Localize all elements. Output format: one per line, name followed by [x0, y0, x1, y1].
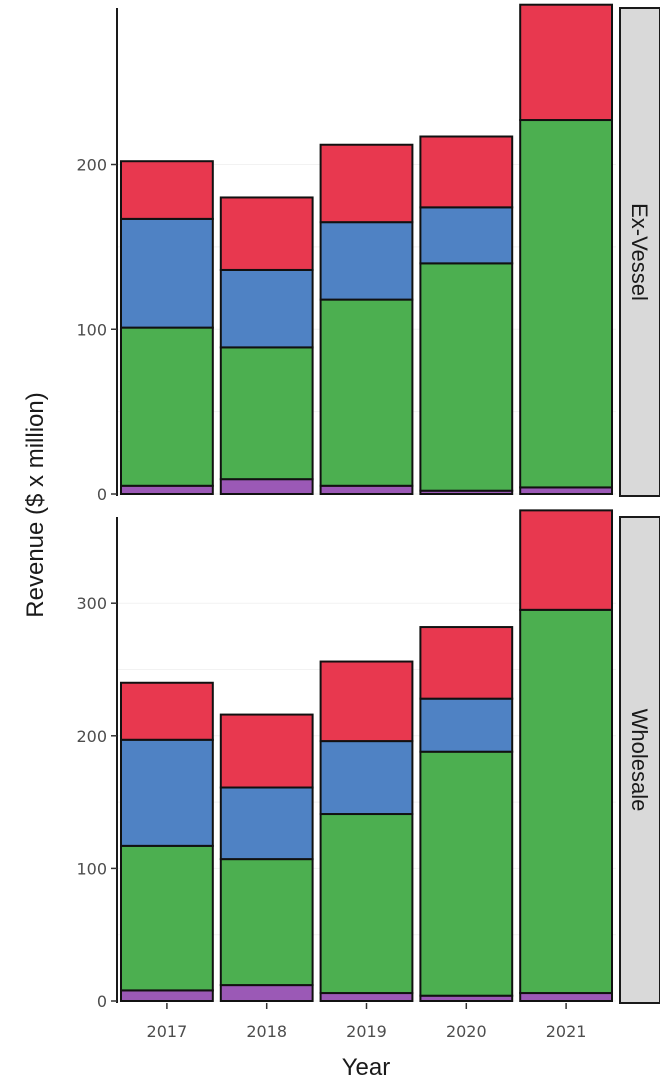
x-tick-label: 2019 [346, 1022, 387, 1041]
panel-wholesale: 0 100 200 300 Wholesale [76, 509, 660, 1011]
bar-segment [219, 984, 314, 1002]
bar-segment [119, 484, 214, 496]
bar-segment [519, 509, 614, 611]
facet-strip-label: Ex-Vessel [627, 203, 652, 301]
bar-segment [519, 3, 614, 122]
bar-segment [319, 298, 414, 487]
bar-segment [319, 484, 414, 496]
bar-segment [419, 262, 514, 492]
bar-segment [519, 992, 614, 1002]
x-axis: 2017 2018 2019 2020 2021 [147, 1003, 587, 1041]
bar-segment [219, 346, 314, 481]
panel-ex-vessel: 0 100 200 Ex-Vessel [76, 3, 660, 504]
bar-segment [119, 738, 214, 847]
y-tick-label: 200 [76, 727, 107, 746]
y-axis-title: Revenue ($ x million) [22, 392, 49, 617]
bar-segment [119, 844, 214, 992]
bar-segment [119, 681, 214, 741]
y-tick-label: 300 [76, 594, 107, 613]
y-tick-label: 100 [76, 859, 107, 878]
bar-segment [419, 135, 514, 209]
bar-segment [219, 858, 314, 987]
bar-segment [219, 268, 314, 349]
bar-segment [319, 660, 414, 743]
y-tick-label: 0 [97, 992, 107, 1011]
bar-segment [119, 989, 214, 1003]
bar-segment [219, 196, 314, 271]
bar-segment [219, 713, 314, 789]
y-tick-label: 0 [97, 485, 107, 504]
bar-segment [419, 206, 514, 265]
bar-segment [119, 160, 214, 220]
bar-segment [319, 992, 414, 1002]
bar-segment [319, 813, 414, 995]
x-tick-label: 2018 [246, 1022, 287, 1041]
bar-segment [319, 221, 414, 301]
bar-segment [419, 626, 514, 700]
x-tick-label: 2020 [446, 1022, 487, 1041]
x-tick-label: 2021 [546, 1022, 587, 1041]
y-tick-label: 100 [76, 320, 107, 339]
bar-segment [519, 608, 614, 995]
x-tick-label: 2017 [147, 1022, 188, 1041]
bar-segment [119, 217, 214, 329]
bar-segment [319, 143, 414, 224]
facet-strip [619, 516, 660, 1004]
facet-strip [619, 7, 660, 497]
y-tick-label: 200 [76, 156, 107, 175]
bar-segment [119, 326, 214, 487]
bar-segment [219, 786, 314, 861]
bar-segment [319, 740, 414, 816]
bar-segment [519, 119, 614, 489]
bar-segment [419, 750, 514, 997]
x-axis-title: Year [342, 1054, 391, 1081]
facet-strip-label: Wholesale [627, 709, 652, 812]
bar-segment [419, 697, 514, 753]
bar-segment [219, 478, 314, 496]
